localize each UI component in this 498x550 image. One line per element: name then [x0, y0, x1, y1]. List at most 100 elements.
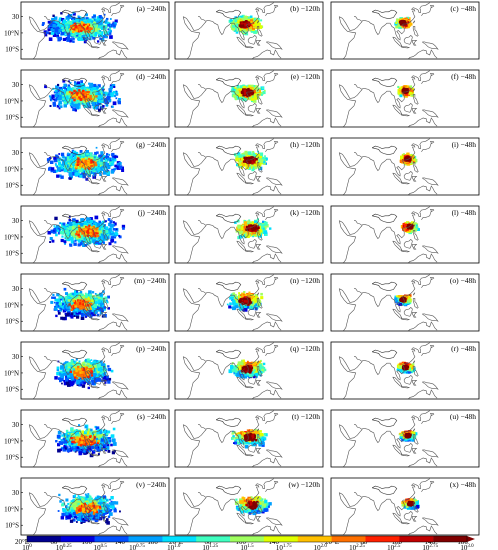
density-core-cell: [79, 98, 83, 101]
y-tick-label: 10°N: [4, 97, 19, 105]
density-cell: [110, 159, 114, 163]
density-cell: [60, 152, 65, 156]
density-cell: [397, 86, 400, 88]
density-cell: [59, 88, 63, 92]
density-cell: [98, 30, 101, 32]
density-cell: [252, 20, 257, 24]
density-cell: [105, 169, 108, 172]
density-cell: [77, 173, 80, 176]
density-cell: [75, 152, 77, 155]
density-cell: [91, 170, 95, 173]
density-cell: [72, 11, 75, 14]
density-cell: [55, 27, 58, 30]
density-cell: [83, 33, 86, 37]
density-cell: [240, 163, 243, 166]
density-cell: [66, 91, 70, 95]
density-cell: [74, 172, 79, 176]
density-cell: [100, 162, 104, 165]
density-cell: [93, 83, 97, 87]
density-core-cell: [82, 96, 85, 99]
density-cell: [94, 33, 98, 37]
density-cell: [85, 150, 89, 154]
density-cell: [404, 23, 408, 27]
density-cell: [71, 102, 74, 105]
density-cell: [41, 23, 44, 26]
density-cell: [253, 24, 255, 26]
density-cell: [56, 36, 59, 39]
density-cell: [234, 19, 238, 23]
density-cell: [66, 156, 71, 160]
density-cell: [248, 98, 251, 101]
density-cell: [409, 85, 413, 89]
density-core-cell: [86, 161, 89, 165]
density-cell: [90, 34, 94, 38]
density-cell: [94, 166, 97, 169]
density-core-cell: [88, 96, 91, 99]
density-cell: [67, 84, 70, 87]
density-cell: [101, 24, 104, 27]
density-cell: [235, 31, 239, 34]
density-cell: [72, 87, 74, 89]
density-cell: [65, 23, 69, 27]
density-cell: [105, 100, 109, 104]
density-cell: [109, 30, 112, 33]
density-cell: [63, 83, 67, 87]
density-core-cell: [76, 93, 79, 96]
density-cell: [75, 105, 80, 110]
density-cell: [97, 170, 100, 173]
density-cell: [101, 165, 105, 169]
density-core-cell: [71, 91, 74, 95]
density-cell: [72, 40, 75, 43]
density-cell: [71, 16, 76, 21]
density-cell: [261, 86, 264, 90]
density-cell: [72, 166, 76, 170]
density-field: [233, 150, 268, 172]
density-cell: [247, 18, 250, 21]
density-cell: [244, 32, 247, 34]
map-panel: (f) −48h: [330, 69, 480, 128]
density-cell: [56, 104, 60, 108]
density-cell: [97, 84, 101, 88]
density-cell: [89, 35, 91, 38]
map-panel: (e) −120h: [174, 69, 324, 128]
density-core-cell: [84, 27, 87, 30]
density-cell: [98, 108, 101, 112]
density-cell: [53, 158, 58, 163]
density-core-cell: [80, 27, 83, 30]
density-cell: [53, 21, 57, 25]
density-cell: [73, 164, 76, 168]
density-core-cell: [399, 20, 402, 24]
density-cell: [402, 85, 406, 88]
density-cell: [253, 90, 257, 94]
density-cell: [74, 109, 77, 112]
density-cell: [71, 33, 75, 37]
density-cell: [86, 153, 89, 156]
density-core-cell: [80, 162, 84, 166]
density-cell: [86, 170, 91, 175]
density-cell: [74, 156, 77, 159]
y-tick-label: 10°S: [5, 46, 19, 54]
density-cell: [253, 25, 256, 28]
density-core-cell: [75, 165, 78, 169]
density-cell: [62, 155, 65, 159]
density-cell: [113, 94, 117, 98]
density-core-cell: [82, 27, 86, 30]
density-cell: [260, 19, 263, 22]
density-cell: [247, 154, 251, 158]
density-cell: [249, 15, 253, 19]
density-cell: [258, 25, 263, 29]
density-cell: [46, 158, 51, 162]
panel-label: (f) −48h: [451, 72, 476, 81]
density-cell: [93, 98, 97, 102]
density-cell: [64, 28, 69, 32]
density-cell: [67, 168, 69, 171]
density-cell: [69, 166, 73, 169]
density-core-cell: [246, 23, 249, 27]
density-cell: [59, 24, 63, 27]
density-cell: [99, 93, 101, 96]
density-cell: [260, 91, 264, 96]
density-cell: [233, 17, 237, 21]
density-cell: [58, 29, 62, 33]
density-cell: [92, 36, 96, 40]
density-cell: [238, 17, 241, 20]
